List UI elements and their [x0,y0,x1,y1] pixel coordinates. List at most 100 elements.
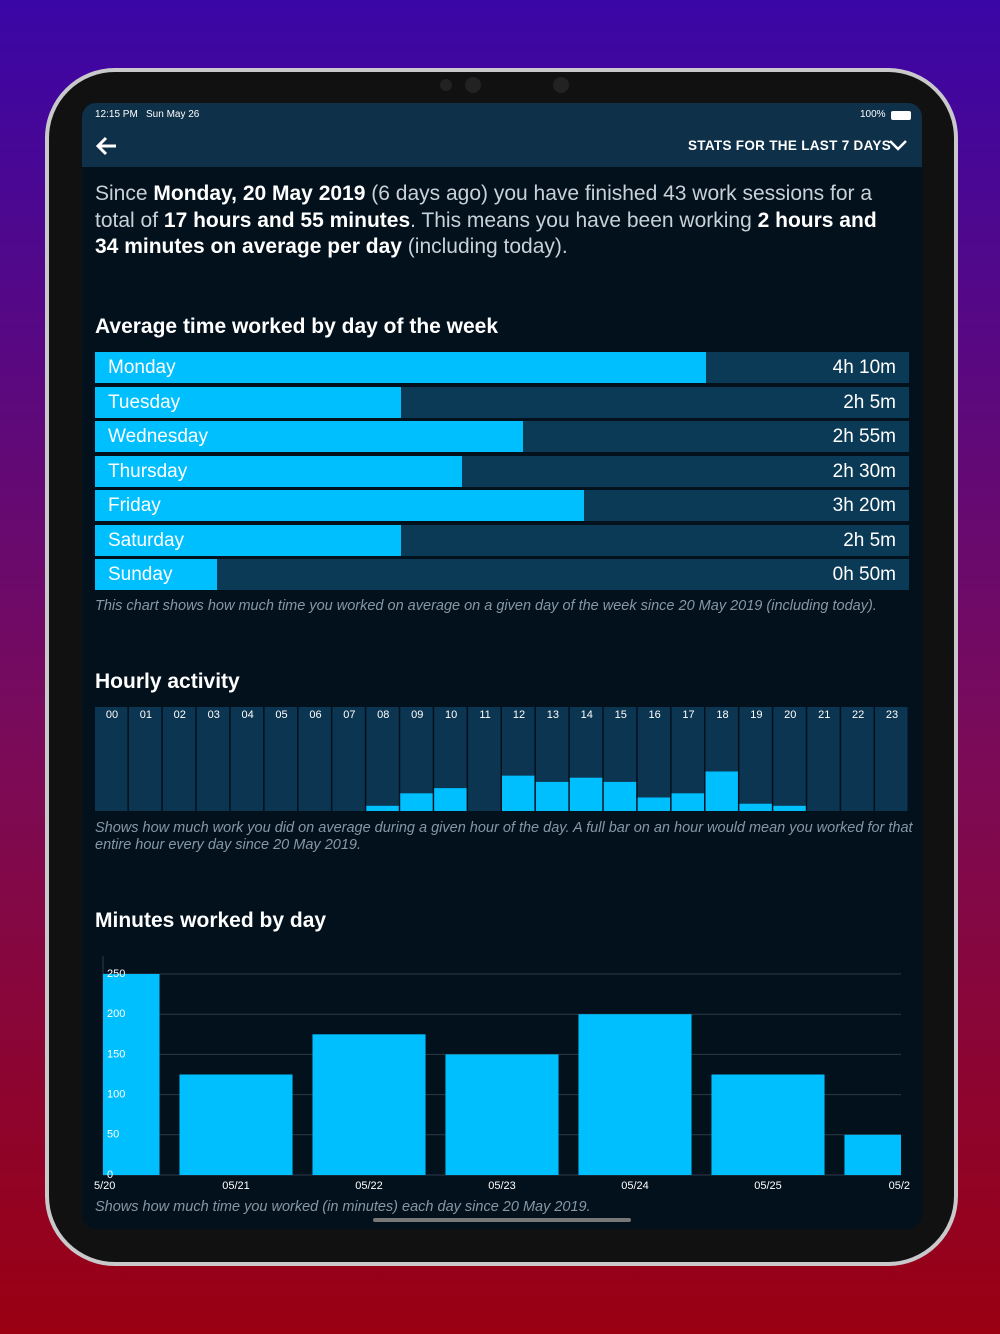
bar [578,1014,692,1175]
hour-label: 21 [818,709,830,721]
hour-label: 05 [275,709,287,721]
screen [82,103,922,1229]
hour-column [875,707,908,811]
caption: Shows how much work you did on average d… [95,820,913,853]
sensor [465,77,481,93]
bar [535,781,569,811]
sensor [553,77,569,93]
hour-label: 07 [343,709,355,721]
bar [773,805,806,811]
hour-label: 14 [581,709,593,721]
y-tick-label: 0 [107,1169,113,1181]
section-title: Minutes worked by day [95,909,327,932]
hour-column [298,707,331,811]
section-title: Average time worked by day of the week [95,315,499,338]
hour-label: 02 [174,709,186,721]
bar [502,775,535,811]
value-label: 2h 55m [832,426,896,447]
battery-text: 100% [860,109,886,120]
bar [705,771,738,811]
summary-text: . This means you have been working [410,208,758,232]
hour-column [332,707,365,811]
value-label: 3h 20m [832,495,896,516]
hour-column [807,707,840,811]
hour-column [230,707,264,811]
hour-column [366,707,399,811]
bar [95,524,401,556]
hour-label: 15 [615,709,627,721]
x-tick-label: 05/22 [355,1180,383,1192]
hour-label: 00 [106,709,118,721]
hour-column [128,707,162,811]
hour-column [637,707,671,811]
hour-column [196,707,230,811]
hour-label: 23 [886,709,898,721]
hour-label: 10 [445,709,457,721]
bar [95,455,462,487]
category-label: Thursday [108,460,188,482]
category-label: Sunday [108,564,173,585]
bar [637,797,671,811]
caption: This chart shows how much time you worke… [95,598,877,614]
bar [95,421,523,452]
value-label: 4h 10m [832,357,896,378]
hour-label: 20 [784,709,796,721]
y-tick-label: 250 [107,968,125,980]
section-title: Hourly activity [95,670,240,693]
bar [366,805,399,811]
bar [95,559,218,590]
hour-label: 06 [309,709,321,721]
y-tick-label: 200 [107,1008,125,1020]
hour-label: 01 [140,709,152,721]
nav-title[interactable]: STATS FOR THE LAST 7 DAYS [688,138,892,153]
hour-label: 17 [682,709,694,721]
hour-column [162,707,196,811]
bar-track [95,559,909,590]
bar [844,1134,901,1175]
category-label: Friday [108,495,161,516]
category-label: Monday [108,357,176,378]
hour-column [841,707,874,811]
x-tick-label: 05/2 [889,1180,910,1192]
hour-label: 12 [513,709,525,721]
hour-label: 08 [377,709,389,721]
hour-column [773,707,806,811]
value-label: 2h 5m [843,391,896,413]
hour-label: 11 [479,709,490,721]
value-label: 2h 5m [843,529,896,551]
category-label: Tuesday [108,391,181,413]
status-date: Sun May 26 [146,109,200,120]
hour-column [468,707,501,811]
bar [739,803,772,811]
summary: Since Monday, 20 May 2019 (6 days ago) y… [95,181,905,261]
category-label: Wednesday [108,426,208,447]
chevron[interactable] [888,138,908,152]
hour-label: 13 [547,709,559,721]
bar [95,386,401,418]
value-label: 0h 50m [832,564,896,585]
bar [312,1034,426,1175]
hour-label: 22 [852,709,864,721]
category-label: Saturday [108,529,185,551]
x-tick-label: 05/25 [754,1180,782,1192]
back-button[interactable] [95,134,121,158]
value-label: 2h 30m [832,460,896,482]
hour-label: 03 [208,709,220,721]
sensor [440,79,452,91]
summary-text: Since [95,182,154,205]
bar [434,788,467,811]
summary-bold: 17 hours and 55 minutes [163,208,411,232]
x-tick-label: 5/20 [94,1180,115,1192]
x-tick-label: 05/21 [222,1180,250,1192]
status-time: 12:15 PM [95,109,138,120]
summary-text: (6 days ago) you have finished 43 work s… [95,182,873,232]
bar [400,793,433,811]
bar [671,793,704,811]
y-tick-label: 150 [107,1048,125,1060]
bar [95,352,707,383]
bar [95,490,584,521]
hour-column [95,707,128,811]
hour-label: 18 [716,709,728,721]
